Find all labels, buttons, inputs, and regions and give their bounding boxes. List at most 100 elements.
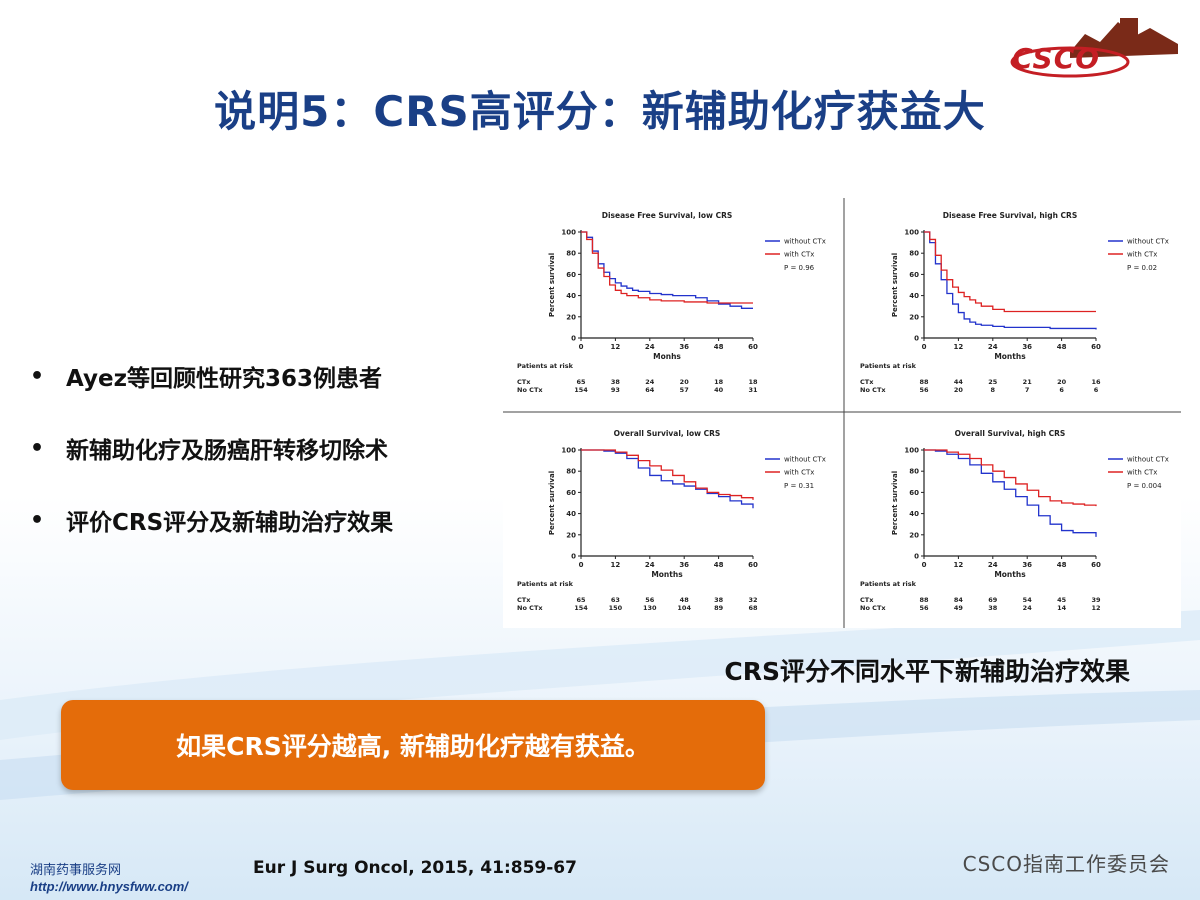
page-title: 说明5：CRS高评分：新辅助化疗获益大	[214, 87, 986, 136]
risk-value: 44	[954, 378, 964, 386]
risk-value: 6	[1094, 386, 1099, 394]
x-tick-label: 24	[988, 343, 998, 351]
y-tick-label: 80	[909, 468, 919, 476]
y-tick-label: 60	[566, 271, 576, 279]
legend-label: with CTx	[1127, 251, 1157, 259]
bullet-text: 新辅助化疗及肠癌肝转移切除术	[66, 438, 388, 464]
risk-value: 20	[680, 378, 690, 386]
risk-value: 154	[574, 386, 588, 394]
y-tick-label: 100	[561, 229, 576, 237]
series-line	[924, 231, 1096, 313]
series-line	[581, 449, 754, 500]
risk-value: 130	[643, 604, 657, 612]
y-tick-label: 40	[909, 292, 919, 300]
risk-value: 63	[611, 596, 620, 604]
bullet-dot-icon: •	[30, 435, 45, 461]
risk-value: 56	[919, 604, 929, 612]
risk-value: 21	[1023, 378, 1033, 386]
great-wall-logo-icon	[1010, 18, 1178, 78]
x-tick-label: 12	[954, 343, 964, 351]
risk-value: 40	[714, 386, 724, 394]
km-chart: Overall Survival, low CRS 0 20 40 60 80 100 0 12…	[517, 429, 826, 612]
risk-value: 16	[1091, 378, 1101, 386]
y-tick-label: 80	[566, 250, 576, 258]
chart-title: Overall Survival, high CRS	[955, 429, 1066, 438]
p-value-label: P = 0.02	[1127, 264, 1157, 272]
risk-value: 48	[680, 596, 690, 604]
risk-value: 88	[919, 378, 929, 386]
risk-row-label: No CTx	[860, 386, 886, 394]
x-tick-label: 24	[645, 343, 655, 351]
x-tick-label: 12	[611, 561, 621, 569]
x-tick-label: 48	[714, 561, 724, 569]
y-tick-label: 80	[566, 468, 576, 476]
y-axis-label: Percent survival	[548, 471, 556, 535]
risk-row-label: No CTx	[517, 604, 543, 612]
legend-label: without CTx	[1127, 456, 1169, 464]
risk-row-label: CTx	[860, 378, 874, 386]
x-tick-label: 0	[579, 343, 584, 351]
legend-label: with CTx	[784, 251, 814, 259]
bullet-dot-icon: •	[30, 363, 45, 389]
risk-value: 38	[611, 378, 621, 386]
x-tick-label: 0	[922, 561, 927, 569]
conclusion-text: 如果CRS评分越高, 新辅助化疗越有获益。	[176, 732, 650, 761]
x-tick-label: 24	[988, 561, 998, 569]
y-tick-label: 100	[561, 447, 576, 455]
survival-charts-panel: Disease Free Survival, low CRS 0 20 40 60 80 1…	[503, 196, 1181, 628]
y-tick-label: 40	[566, 510, 576, 518]
legend-label: with CTx	[1127, 469, 1157, 477]
km-chart: Overall Survival, high CRS 0 20 40 60 80 100 0 1…	[860, 429, 1169, 612]
y-tick-label: 60	[909, 489, 919, 497]
chart-caption: CRS评分不同水平下新辅助治疗效果	[724, 657, 1130, 686]
series-line	[924, 231, 1097, 330]
x-tick-label: 60	[1091, 561, 1101, 569]
risk-value: 56	[919, 386, 929, 394]
legend-label: without CTx	[784, 456, 826, 464]
risk-value: 39	[1091, 596, 1101, 604]
x-axis-label: Months	[994, 570, 1026, 579]
risk-value: 150	[609, 604, 623, 612]
km-chart: Disease Free Survival, high CRS020406080…	[860, 211, 1169, 394]
risk-value: 12	[1091, 604, 1100, 612]
x-tick-label: 12	[954, 561, 964, 569]
risk-value: 49	[954, 604, 964, 612]
x-tick-label: 48	[714, 343, 724, 351]
risk-value: 38	[714, 596, 724, 604]
risk-row-label: No CTx	[860, 604, 886, 612]
bullet-item: • Ayez等回顾性研究363例患者	[30, 340, 500, 412]
x-tick-label: 60	[1091, 343, 1101, 351]
p-value-label: P = 0.96	[784, 264, 815, 272]
risk-table-header: Patients at risk	[860, 580, 917, 588]
risk-value: 24	[645, 378, 655, 386]
x-tick-label: 12	[611, 343, 621, 351]
y-tick-label: 60	[909, 271, 919, 279]
x-tick-label: 48	[1057, 343, 1067, 351]
risk-value: 84	[954, 596, 964, 604]
y-tick-label: 20	[909, 313, 919, 321]
committee-label: CSCO指南工作委员会	[962, 852, 1170, 876]
x-tick-label: 36	[1022, 343, 1032, 351]
y-axis-label: Percent survival	[891, 471, 899, 535]
bullet-list: • Ayez等回顾性研究363例患者 • 新辅助化疗及肠癌肝转移切除术 • 评价CRS…	[30, 340, 500, 556]
y-tick-label: 20	[566, 531, 576, 539]
x-tick-label: 36	[679, 343, 689, 351]
y-tick-label: 100	[904, 229, 919, 237]
p-value-label: P = 0.31	[784, 482, 814, 490]
y-tick-label: 20	[909, 531, 919, 539]
bullet-dot-icon: •	[30, 507, 45, 533]
x-tick-label: 36	[1022, 561, 1032, 569]
risk-row-label: CTx	[517, 596, 531, 604]
risk-row-label: CTx	[517, 378, 531, 386]
legend-label: with CTx	[784, 469, 814, 477]
reference-citation: Eur J Surg Oncol, 2015, 41:859-67	[253, 858, 577, 878]
source-url-link[interactable]: http://www.hnysfww.com/	[30, 879, 188, 894]
legend-label: without CTx	[1127, 238, 1169, 246]
y-tick-label: 0	[571, 335, 576, 343]
risk-value: 57	[680, 386, 689, 394]
risk-value: 8	[991, 386, 996, 394]
risk-value: 7	[1025, 386, 1030, 394]
risk-value: 93	[611, 386, 620, 394]
risk-value: 89	[714, 604, 724, 612]
risk-row-label: No CTx	[517, 386, 543, 394]
